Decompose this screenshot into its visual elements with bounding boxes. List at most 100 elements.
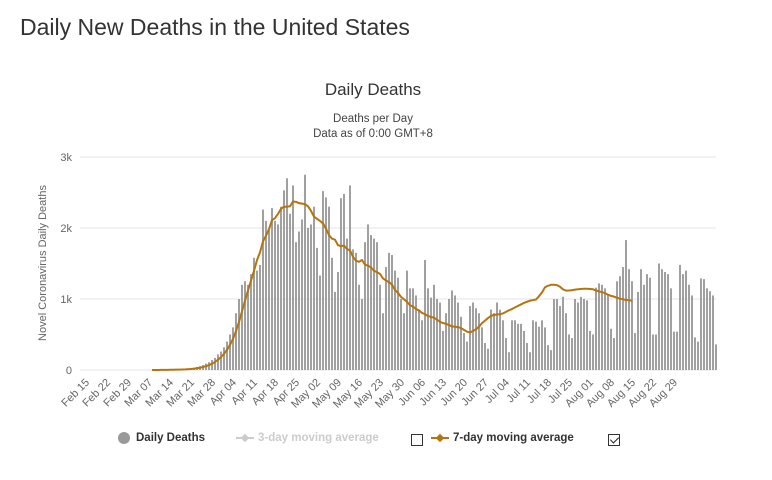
bar[interactable] (295, 242, 297, 370)
bar[interactable] (289, 213, 291, 370)
bar[interactable] (280, 206, 282, 370)
bar[interactable] (376, 242, 378, 370)
bar[interactable] (496, 302, 498, 370)
bar[interactable] (304, 174, 306, 370)
bar[interactable] (625, 240, 627, 370)
bar[interactable] (262, 209, 264, 370)
bar[interactable] (583, 299, 585, 370)
bar[interactable] (592, 334, 594, 371)
bar[interactable] (415, 295, 417, 370)
bar[interactable] (487, 348, 489, 370)
bar[interactable] (328, 206, 330, 370)
bar[interactable] (283, 190, 285, 370)
bar[interactable] (604, 288, 606, 370)
bar[interactable] (361, 299, 363, 370)
bar[interactable] (451, 290, 453, 370)
bar[interactable] (628, 269, 630, 370)
moving-average-line[interactable] (151, 200, 633, 371)
bar[interactable] (553, 299, 555, 370)
bar[interactable] (655, 334, 657, 371)
bar[interactable] (316, 247, 318, 370)
bar[interactable] (394, 270, 396, 370)
bar[interactable] (313, 206, 315, 370)
bar[interactable] (418, 309, 420, 370)
bar[interactable] (517, 323, 519, 370)
bars-daily-deaths[interactable] (151, 174, 717, 371)
bar[interactable] (457, 302, 459, 370)
bar[interactable] (223, 347, 225, 370)
bar[interactable] (307, 228, 309, 370)
bar[interactable] (238, 299, 240, 370)
bar[interactable] (547, 345, 549, 370)
bar[interactable] (619, 276, 621, 370)
bar[interactable] (664, 272, 666, 370)
bar[interactable] (586, 300, 588, 370)
bar[interactable] (472, 302, 474, 370)
bar[interactable] (433, 284, 435, 370)
bar[interactable] (574, 299, 576, 370)
bar[interactable] (292, 185, 294, 370)
bar[interactable] (310, 224, 312, 370)
bar[interactable] (595, 287, 597, 370)
bar[interactable] (646, 274, 648, 370)
bar[interactable] (460, 316, 462, 370)
bar[interactable] (649, 277, 651, 370)
bar[interactable] (652, 334, 654, 371)
bar[interactable] (559, 306, 561, 370)
bar[interactable] (319, 275, 321, 370)
bar[interactable] (607, 295, 609, 370)
bar[interactable] (373, 238, 375, 370)
bar[interactable] (616, 281, 618, 370)
bar[interactable] (502, 320, 504, 370)
bar[interactable] (709, 291, 711, 370)
bar[interactable] (550, 350, 552, 370)
bar[interactable] (565, 313, 567, 370)
bar[interactable] (226, 341, 228, 370)
bar[interactable] (343, 193, 345, 370)
bar[interactable] (523, 330, 525, 370)
bar[interactable] (526, 343, 528, 370)
bar[interactable] (706, 288, 708, 370)
bar[interactable] (505, 338, 507, 370)
bar[interactable] (364, 242, 366, 370)
bar[interactable] (250, 274, 252, 370)
bar[interactable] (577, 302, 579, 370)
bar[interactable] (589, 330, 591, 370)
bar[interactable] (406, 270, 408, 370)
bar[interactable] (658, 263, 660, 371)
bar[interactable] (325, 197, 327, 370)
checkbox-7-day-average[interactable] (608, 434, 620, 446)
bar[interactable] (598, 283, 600, 370)
bar[interactable] (391, 254, 393, 370)
bar[interactable] (562, 296, 564, 370)
line-7-day-average[interactable] (151, 200, 633, 371)
bar[interactable] (385, 267, 387, 370)
bar[interactable] (463, 333, 465, 370)
bar[interactable] (541, 320, 543, 370)
bar[interactable] (265, 220, 267, 370)
bar[interactable] (259, 264, 261, 370)
bar[interactable] (700, 278, 702, 370)
bar[interactable] (412, 288, 414, 370)
bar[interactable] (256, 270, 258, 370)
bar[interactable] (637, 291, 639, 370)
bar[interactable] (634, 333, 636, 370)
bar[interactable] (448, 299, 450, 370)
bar[interactable] (409, 288, 411, 370)
bar[interactable] (286, 178, 288, 370)
bar[interactable] (538, 326, 540, 370)
bar[interactable] (484, 343, 486, 370)
bar[interactable] (379, 284, 381, 370)
bar[interactable] (436, 299, 438, 370)
bar[interactable] (274, 220, 276, 370)
bar[interactable] (442, 330, 444, 370)
bar[interactable] (703, 279, 705, 370)
bar[interactable] (571, 338, 573, 370)
bar[interactable] (508, 352, 510, 370)
bar[interactable] (355, 252, 357, 370)
bar[interactable] (229, 334, 231, 371)
bar[interactable] (466, 341, 468, 370)
bar[interactable] (211, 360, 213, 370)
bar[interactable] (430, 297, 432, 370)
bar[interactable] (241, 284, 243, 370)
